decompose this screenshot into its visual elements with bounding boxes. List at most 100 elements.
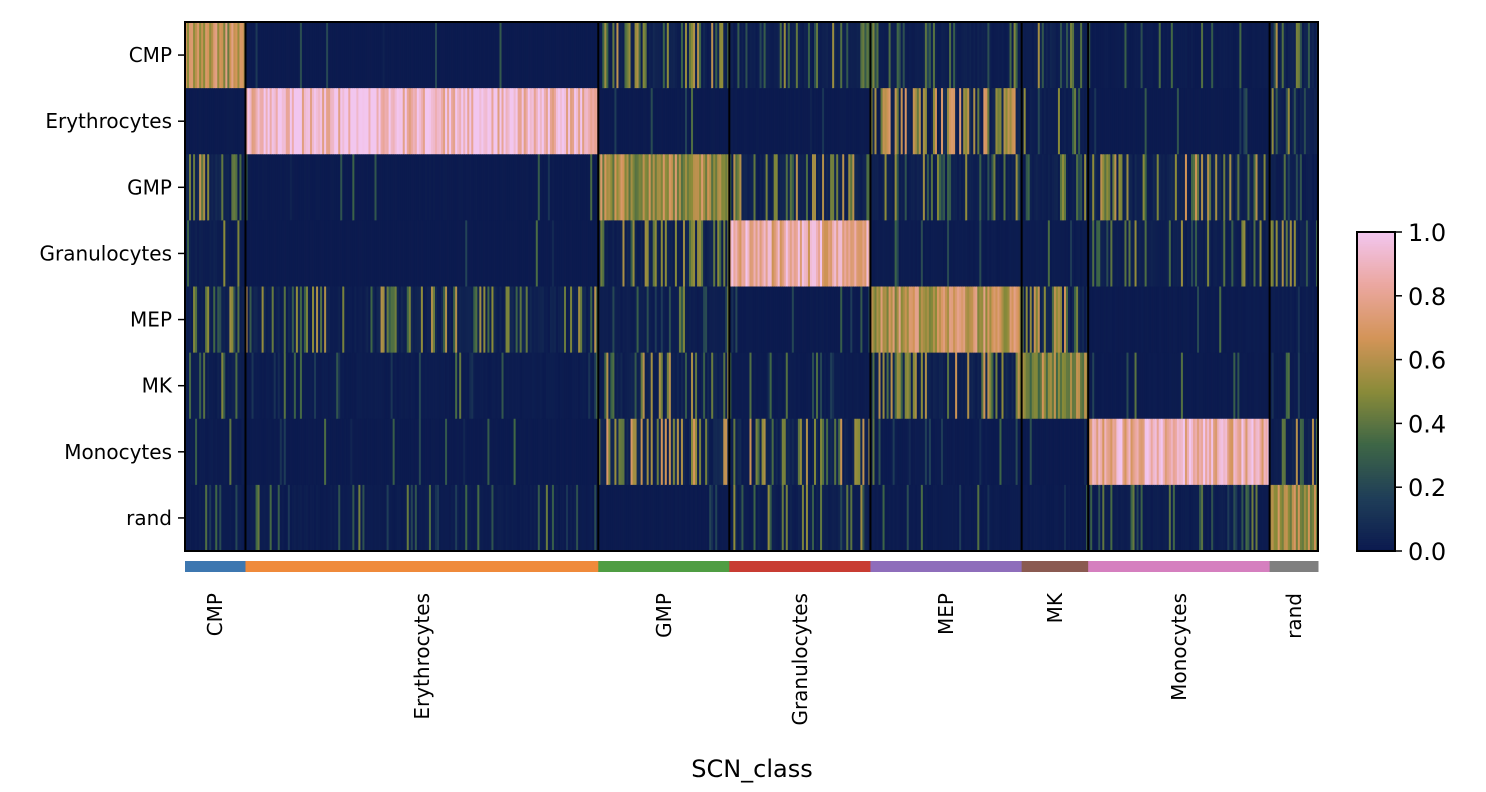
- heatmap-cell: [380, 418, 384, 486]
- heatmap-cell: [838, 88, 841, 155]
- heatmap-cell: [616, 220, 620, 288]
- heatmap-cell: [455, 418, 458, 486]
- heatmap-cell: [574, 352, 577, 420]
- heatmap-cell: [699, 154, 702, 221]
- heatmap-cell: [807, 352, 811, 420]
- heatmap-cell: [1136, 88, 1140, 155]
- heatmap-cell: [678, 220, 682, 288]
- heatmap-cell: [358, 154, 361, 221]
- heatmap-cell: [1229, 154, 1232, 221]
- heatmap-cell: [561, 352, 565, 420]
- colorbar-step: [1357, 527, 1395, 530]
- heatmap-cell: [666, 154, 670, 221]
- heatmap-cell: [439, 154, 442, 221]
- heatmap-cell: [668, 418, 672, 486]
- heatmap-cell: [594, 220, 597, 288]
- heatmap-cell: [985, 484, 988, 552]
- heatmap-cell: [551, 154, 555, 221]
- heatmap-cell: [594, 484, 597, 552]
- heatmap-cell: [1172, 22, 1176, 89]
- heatmap-cell: [777, 484, 781, 552]
- heatmap-cell: [350, 286, 353, 354]
- heatmap-cell: [872, 88, 876, 155]
- heatmap-cell: [717, 484, 720, 552]
- colorbar-step: [1357, 363, 1395, 367]
- heatmap-cell: [715, 352, 718, 420]
- heatmap-cell: [789, 154, 793, 221]
- heatmap-cell: [477, 88, 480, 155]
- heatmap-cell: [697, 352, 700, 420]
- heatmap-cell: [449, 22, 452, 89]
- heatmap-cell: [892, 88, 896, 155]
- heatmap-cell: [870, 286, 874, 354]
- heatmap-cell: [1178, 286, 1182, 354]
- heatmap-cell: [1029, 418, 1033, 486]
- heatmap-cell: [864, 220, 868, 288]
- heatmap-cell: [602, 484, 605, 552]
- heatmap-cell: [307, 484, 311, 552]
- heatmap-cell: [564, 220, 567, 288]
- heatmap-cell: [1241, 286, 1245, 354]
- heatmap-cell: [1180, 88, 1184, 155]
- heatmap-cell: [340, 154, 343, 221]
- heatmap-cell: [1162, 154, 1166, 221]
- heatmap-cell: [455, 220, 458, 288]
- heatmap-cell: [437, 286, 440, 354]
- heatmap-cell: [519, 418, 523, 486]
- heatmap-cell: [1142, 484, 1146, 552]
- heatmap-cell: [844, 22, 847, 89]
- heatmap-cell: [366, 484, 370, 552]
- heatmap-cell: [1235, 484, 1238, 552]
- heatmap-cell: [1144, 22, 1148, 89]
- heatmap-cell: [529, 286, 533, 354]
- heatmap-cell: [926, 484, 930, 552]
- heatmap-cell: [969, 220, 972, 288]
- heatmap-cell: [1138, 154, 1142, 221]
- heatmap-cell: [729, 22, 732, 89]
- heatmap-cell: [634, 220, 638, 288]
- heatmap-cell: [1178, 154, 1182, 221]
- heatmap-cell: [209, 154, 212, 221]
- heatmap-cell: [711, 220, 714, 288]
- heatmap-cell: [257, 220, 261, 288]
- heatmap-cell: [838, 418, 841, 486]
- heatmap-cell: [725, 22, 728, 89]
- heatmap-cell: [291, 418, 295, 486]
- heatmap-cell: [626, 352, 630, 420]
- heatmap-cell: [616, 22, 620, 89]
- heatmap-cell: [858, 154, 861, 221]
- heatmap-cell: [342, 418, 345, 486]
- heatmap-cell: [396, 220, 400, 288]
- heatmap-cell: [1074, 286, 1077, 354]
- heatmap-cell: [360, 418, 364, 486]
- heatmap-cell: [1239, 286, 1242, 354]
- heatmap-cell: [1207, 352, 1210, 420]
- heatmap-cell: [648, 484, 652, 552]
- heatmap-cell: [503, 88, 507, 155]
- heatmap-cell: [227, 484, 230, 552]
- heatmap-cell: [408, 22, 412, 89]
- heatmap-cell: [874, 154, 878, 221]
- heatmap-cell: [346, 22, 349, 89]
- heatmap-cell: [904, 286, 908, 354]
- heatmap-cell: [1102, 220, 1105, 288]
- heatmap-cell: [285, 22, 289, 89]
- heatmap-cell: [326, 22, 329, 89]
- heatmap-cell: [918, 484, 922, 552]
- heatmap-cell: [860, 484, 863, 552]
- heatmap-cell: [1114, 286, 1117, 354]
- heatmap-cell: [1116, 220, 1120, 288]
- heatmap-cell: [945, 154, 948, 221]
- heatmap-cell: [709, 352, 712, 420]
- heatmap-cell: [267, 220, 271, 288]
- heatmap-cell: [314, 418, 317, 486]
- colorbar-step: [1357, 319, 1395, 323]
- heatmap-cell: [483, 286, 486, 354]
- heatmap-cell: [759, 286, 763, 354]
- heatmap-cell: [1049, 220, 1053, 288]
- heatmap-cell: [1029, 352, 1033, 420]
- heatmap-cell: [854, 22, 857, 89]
- heatmap-cell: [749, 22, 753, 89]
- heatmap-cell: [854, 220, 857, 288]
- heatmap-cell: [1247, 418, 1251, 486]
